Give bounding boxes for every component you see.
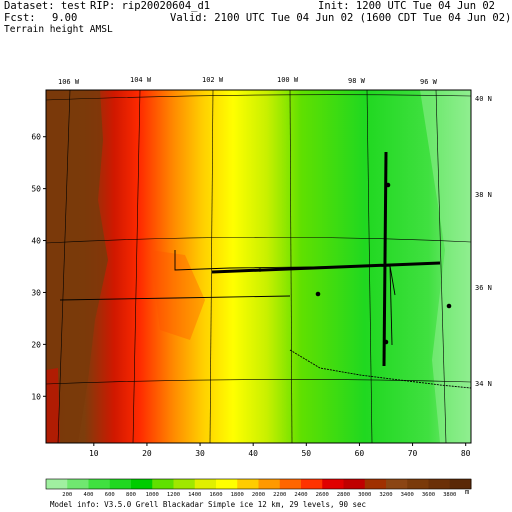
x-tick-label: 80: [461, 449, 471, 458]
y-tick-label: 30: [31, 288, 41, 297]
y-axis-ticks: 10 20 30 40 50 60: [31, 133, 46, 401]
colorbar-value: 2600: [316, 492, 329, 498]
colorbar-swatch: [152, 479, 174, 489]
colorbar-frame: [45, 478, 472, 490]
lon-label-96w: 96 W: [420, 78, 438, 86]
colorbar-swatch: [428, 479, 451, 489]
colorbar-swatch: [67, 479, 89, 489]
model-info: Model info: V3.5.0 Grell Blackadar Simpl…: [50, 500, 366, 509]
longitude-labels: 106 W 104 W 102 W 100 W 98 W 96 W: [58, 76, 438, 86]
colorbar-swatch: [88, 479, 111, 489]
colorbar-swatch: [386, 479, 408, 489]
x-axis-ticks: 10 20 30 40 50 60 70 80: [89, 443, 471, 458]
x-tick-label: 50: [301, 449, 311, 458]
colorbar-swatch: [194, 479, 217, 489]
colorbar-swatch: [364, 479, 387, 489]
state-borders: [59, 250, 472, 389]
colorbar-value: 3400: [401, 492, 414, 498]
colorbar: 200 400 600 800 1000 1200 1400 1600 1800 2000 2200…: [45, 478, 472, 498]
cross-sections: [211, 151, 441, 367]
x-tick-label: 20: [142, 449, 152, 458]
lat-label-40n: 40 N: [475, 95, 492, 103]
y-tick-label: 10: [31, 392, 41, 401]
y-tick-label: 20: [31, 340, 41, 349]
fcst-value: 9.00: [52, 12, 78, 24]
x-tick-label: 40: [248, 449, 258, 458]
colorbar-swatch: [279, 479, 302, 489]
dataset-label: Dataset: test: [4, 0, 87, 12]
colorbar-swatch: [173, 479, 196, 489]
colorbar-value: 800: [126, 492, 136, 498]
init-label: Init: 1200 UTC Tue 04 Jun 02: [318, 0, 496, 12]
colorbar-value: 3000: [358, 492, 371, 498]
colorbar-value: 2400: [294, 492, 307, 498]
colorbar-swatch: [46, 479, 68, 489]
y-tick-label: 50: [31, 185, 41, 194]
colorbar-swatch: [322, 479, 344, 489]
colorbar-swatch: [301, 479, 323, 489]
lat-label-36n: 36 N: [475, 284, 492, 292]
map-frame: [45, 89, 472, 444]
colorbar-value: 600: [105, 492, 115, 498]
colorbar-swatch: [407, 479, 429, 489]
x-tick-label: 30: [195, 449, 205, 458]
colorbar-value: 1800: [231, 492, 244, 498]
grid-lines: [45, 89, 472, 444]
colorbar-swatch: [216, 479, 238, 489]
colorbar-value: 2800: [337, 492, 350, 498]
colorbar-swatch: [258, 479, 281, 489]
field-title: Terrain height AMSL: [4, 24, 113, 35]
x-tick-label: 60: [355, 449, 365, 458]
colorbar-swatch: [131, 479, 153, 489]
lon-label-98w: 98 W: [348, 77, 366, 85]
colorbar-swatch: [449, 479, 472, 489]
colorbar-swatch: [109, 479, 132, 489]
city-markers: [258, 182, 452, 345]
y-tick-label: 40: [31, 237, 41, 246]
colorbar-value: 1400: [188, 492, 201, 498]
lon-label-104w: 104 W: [130, 76, 152, 84]
latitude-labels: 40 N 38 N 36 N 34 N: [475, 95, 492, 388]
colorbar-unit: m: [465, 488, 469, 496]
lon-label-106w: 106 W: [58, 78, 80, 86]
colorbar-value: 400: [84, 492, 94, 498]
colorbar-value: 2200: [273, 492, 286, 498]
colorbar-value: 3200: [379, 492, 392, 498]
y-tick-label: 60: [31, 133, 41, 142]
valid-label: Valid: 2100 UTC Tue 04 Jun 02 (1600 CDT …: [170, 12, 512, 24]
colorbar-value: 1600: [209, 492, 222, 498]
fcst-label: Fcst:: [4, 12, 36, 24]
colorbar-value: 3600: [422, 492, 435, 498]
lon-label-102w: 102 W: [202, 76, 224, 84]
lat-label-34n: 34 N: [475, 380, 492, 388]
lat-label-38n: 38 N: [475, 191, 492, 199]
colorbar-value: 2000: [252, 492, 265, 498]
terrain-field: [46, 90, 471, 443]
rip-label: RIP: rip20020604_d1: [90, 0, 211, 12]
colorbar-swatch: [343, 479, 366, 489]
lon-label-100w: 100 W: [277, 76, 299, 84]
x-tick-label: 70: [408, 449, 418, 458]
colorbar-value: 1200: [167, 492, 180, 498]
colorbar-value: 3800: [443, 492, 456, 498]
x-tick-label: 10: [89, 449, 99, 458]
colorbar-swatch: [237, 479, 259, 489]
colorbar-value: 1000: [146, 492, 159, 498]
colorbar-value: 200: [62, 492, 72, 498]
